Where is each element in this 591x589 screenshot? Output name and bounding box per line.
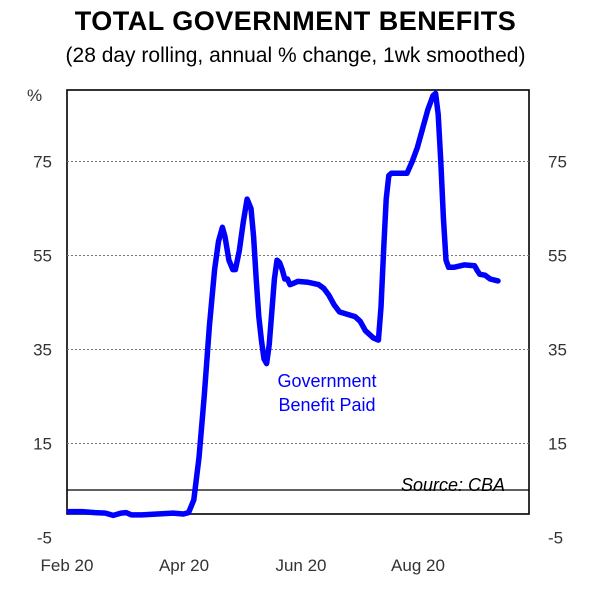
tick-labels: -5 -5 15 15 35 35 55 55 75 75 Feb 20 Apr 20 Jun 20 Au…: [33, 153, 567, 576]
y-tick-left-3: 55: [33, 247, 52, 266]
y-tick-right-1: 15: [548, 435, 567, 454]
y-tick-right-3: 55: [548, 247, 567, 266]
series-line-government-benefit-paid: [66, 90, 501, 519]
y-tick-left-1: 15: [33, 435, 52, 454]
x-tick-1: Apr 20: [159, 556, 209, 575]
y-tick-left-4: 75: [33, 153, 52, 172]
x-tick-2: Jun 20: [275, 556, 326, 575]
unit-label: %: [27, 86, 42, 105]
x-tick-3: Aug 20: [391, 556, 445, 575]
series-label-line-2: Benefit Paid: [278, 395, 375, 415]
y-tick-left-2: 35: [33, 341, 52, 360]
y-tick-right-4: 75: [548, 153, 567, 172]
plot-area-frame: [66, 89, 530, 515]
chart-subtitle: (28 day rolling, annual % change, 1wk sm…: [65, 44, 526, 67]
y-tick-left-0: -5: [37, 529, 52, 548]
y-tick-right-2: 35: [548, 341, 567, 360]
series-label-line-1: Government: [277, 371, 376, 391]
chart-title: TOTAL GOVERNMENT BENEFITS: [74, 6, 517, 36]
x-tick-0: Feb 20: [41, 556, 94, 575]
source-note: Source: CBA: [401, 475, 505, 495]
y-tick-right-0: -5: [548, 529, 563, 548]
gridlines: [67, 161, 529, 444]
